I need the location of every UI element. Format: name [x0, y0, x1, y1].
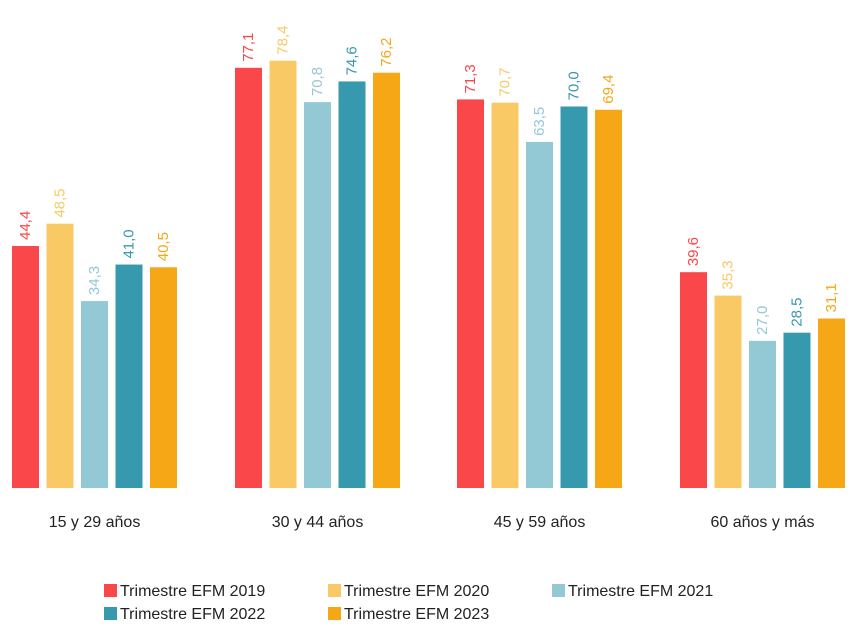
value-labels-layer: 44,4 48,5 34,3 41,0 40,5 77,1 78,4 70,8 74,6 76,2…: [17, 26, 840, 335]
x-tick-label-2: 45 y 59 años: [494, 514, 586, 531]
bar-1-3: [338, 81, 366, 489]
bar-0-0: [12, 246, 39, 488]
value-label-2-3: 70,0: [566, 71, 583, 100]
value-label-2-0: 71,3: [462, 64, 479, 93]
legend: Trimestre EFM 2019 Trimestre EFM 2020 Trim…: [104, 583, 713, 623]
bar-3-2: [749, 340, 776, 488]
legend-label-0: Trimestre EFM 2019: [120, 583, 265, 600]
bar-2-4: [595, 109, 622, 489]
value-label-1-4: 76,2: [378, 38, 395, 67]
value-label-2-2: 63,5: [531, 107, 548, 136]
value-label-3-2: 27,0: [754, 306, 771, 335]
value-label-1-0: 77,1: [240, 33, 257, 62]
value-label-3-0: 39,6: [685, 237, 702, 266]
bar-1-2: [304, 102, 331, 488]
value-label-3-1: 35,3: [720, 260, 737, 289]
value-label-2-1: 70,7: [497, 67, 514, 96]
value-label-1-3: 74,6: [344, 46, 361, 75]
bar-0-1: [46, 223, 74, 489]
bar-1-4: [373, 72, 400, 489]
legend-swatch-4: [328, 607, 341, 620]
bar-0-4: [150, 267, 177, 488]
value-label-0-2: 34,3: [86, 266, 103, 295]
bar-3-3: [783, 332, 811, 488]
value-label-1-2: 70,8: [309, 67, 326, 96]
bar-2-0: [457, 99, 484, 488]
bar-2-2: [526, 141, 553, 489]
value-label-3-4: 31,1: [823, 283, 840, 312]
bar-0-2: [81, 301, 108, 488]
value-label-0-0: 44,4: [17, 211, 34, 240]
x-tick-label-1: 30 y 44 años: [272, 514, 364, 531]
value-label-3-3: 28,5: [789, 297, 806, 326]
legend-label-1: Trimestre EFM 2020: [344, 583, 489, 600]
legend-label-4: Trimestre EFM 2023: [344, 606, 489, 623]
bars-layer: [12, 60, 845, 489]
legend-swatch-1: [328, 584, 341, 597]
bar-2-1: [491, 102, 519, 488]
bar-3-4: [818, 318, 845, 488]
legend-swatch-0: [104, 584, 117, 597]
value-label-0-1: 48,5: [52, 188, 69, 217]
legend-swatch-3: [104, 607, 117, 620]
value-label-0-3: 41,0: [121, 229, 138, 258]
value-label-0-4: 40,5: [155, 232, 172, 261]
bar-2-3: [560, 106, 588, 488]
value-label-1-1: 78,4: [275, 26, 292, 55]
x-tick-label-0: 15 y 29 años: [49, 514, 141, 531]
bar-3-0: [680, 272, 707, 488]
x-axis-tick-labels: 15 y 29 años 30 y 44 años 45 y 59 años 60 a…: [49, 514, 815, 531]
bar-1-1: [269, 60, 297, 488]
x-tick-label-3: 60 años y más: [710, 514, 814, 531]
bar-1-0: [235, 67, 262, 489]
legend-swatch-2: [552, 584, 565, 597]
bar-3-1: [714, 295, 742, 488]
legend-label-2: Trimestre EFM 2021: [568, 583, 713, 600]
legend-label-3: Trimestre EFM 2022: [120, 606, 265, 623]
bar-0-3: [115, 264, 143, 488]
value-label-2-4: 69,4: [600, 75, 617, 104]
